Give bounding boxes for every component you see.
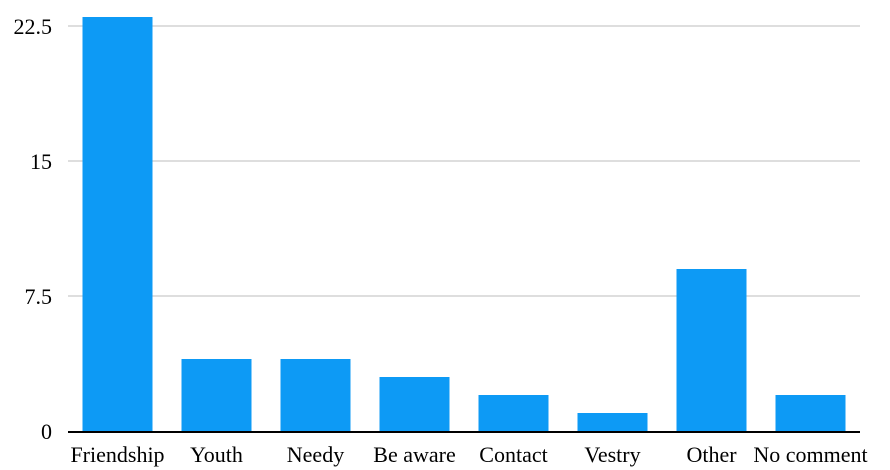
bar-vestry [577,413,648,431]
bar-contact [478,395,549,431]
y-tick-label: 0 [41,419,52,444]
bar-no-comment [775,395,846,431]
x-tick-label: Contact [479,442,547,467]
bar-friendship [82,17,153,431]
y-tick-labels: 0 7.5 15 22.5 [14,14,53,444]
x-tick-labels: Friendship Youth Needy Be aware Contact Vestr… [70,442,867,467]
bar-youth [181,359,252,431]
y-tick-label: 15 [30,149,52,174]
bar-be-aware [379,377,450,431]
x-tick-label: Vestry [584,442,640,467]
x-tick-label: No comment [753,442,867,467]
y-tick-label: 7.5 [25,284,53,309]
bar-other [676,269,747,431]
x-tick-label: Youth [190,442,243,467]
x-tick-label: Be aware [373,442,455,467]
bars [82,17,846,431]
x-tick-label: Other [686,442,737,467]
y-tick-label: 22.5 [14,14,53,39]
x-tick-label: Friendship [70,442,164,467]
bar-needy [280,359,351,431]
gridlines [68,25,860,297]
x-tick-label: Needy [287,442,344,467]
